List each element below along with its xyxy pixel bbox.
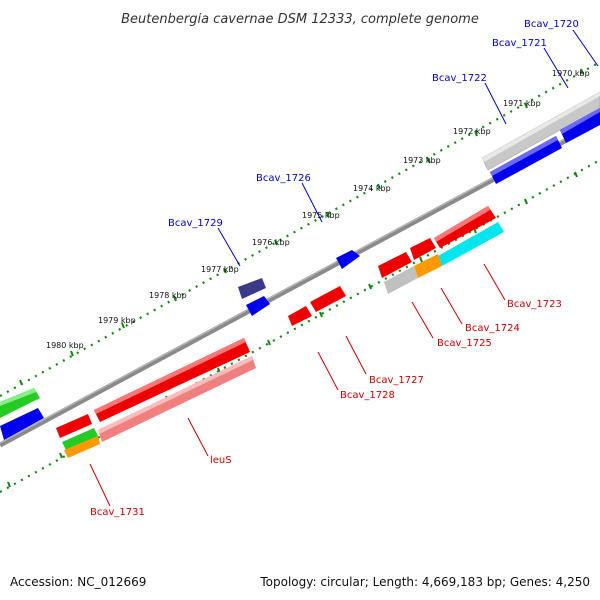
- gene-label[interactable]: Bcav_1721: [492, 38, 547, 49]
- gene-label[interactable]: Bcav_1720: [524, 19, 579, 30]
- reverse-features: [56, 206, 504, 458]
- gene-feature[interactable]: [336, 250, 360, 269]
- gene-feature[interactable]: [310, 286, 346, 312]
- gene-feature[interactable]: [0, 388, 40, 418]
- gene-feature-shine: [94, 338, 246, 414]
- gene-feature[interactable]: [490, 136, 562, 184]
- accession-text: Accession: NC_012669: [10, 575, 146, 589]
- gene-feature-shine: [434, 206, 490, 242]
- gene-feature-shine: [98, 356, 253, 434]
- gene-feature[interactable]: [410, 238, 436, 260]
- gene-label[interactable]: Bcav_1724: [465, 323, 520, 334]
- scale-label: 1977 kbp: [201, 265, 239, 274]
- gene-feature[interactable]: [94, 338, 250, 422]
- map-title: Beutenbergia cavernae DSM 12333, complet…: [121, 12, 479, 27]
- gene-feature-shine: [490, 136, 558, 176]
- gene-label[interactable]: Bcav_1722: [432, 73, 487, 84]
- gene-feature[interactable]: [434, 206, 496, 248]
- outer-scale-track: [0, 61, 600, 397]
- scale-label: 1974 kbp: [353, 184, 391, 193]
- scale-label: 1973 kbp: [403, 156, 441, 165]
- outer-major-ticks: [19, 68, 584, 386]
- gene-feature[interactable]: [438, 222, 504, 266]
- genome-summary-text: Topology: circular; Length: 4,669,183 bp…: [259, 575, 590, 589]
- gene-feature[interactable]: [56, 414, 92, 438]
- scale-label: 1978 kbp: [149, 291, 187, 300]
- gene-label[interactable]: leuS: [210, 455, 232, 466]
- gene-label[interactable]: Bcav_1726: [256, 173, 311, 184]
- gene-feature-shine: [560, 108, 600, 134]
- scale-label: 1979 kbp: [98, 316, 136, 325]
- gene-label[interactable]: Bcav_1728: [340, 390, 395, 401]
- gene-feature[interactable]: [64, 436, 100, 458]
- gene-feature[interactable]: [238, 278, 266, 299]
- gene-feature[interactable]: [288, 306, 312, 326]
- gene-label[interactable]: Bcav_1723: [507, 299, 562, 310]
- scale-label: 1970 kbp: [552, 69, 590, 78]
- gene-label[interactable]: Bcav_1731: [90, 507, 145, 518]
- scale-label: 1972 kbp: [453, 127, 491, 136]
- gene-feature[interactable]: [378, 252, 412, 278]
- gene-feature[interactable]: [62, 428, 98, 450]
- gene-feature[interactable]: [0, 408, 44, 440]
- reverse-leaders: [89, 263, 506, 507]
- scale-label: 1971 kbp: [503, 99, 541, 108]
- gene-feature[interactable]: [414, 254, 442, 278]
- gene-feature[interactable]: [246, 296, 270, 316]
- gene-label[interactable]: Bcav_1727: [369, 375, 424, 386]
- scale-label: 1980 kbp: [46, 341, 84, 350]
- forward-features: [0, 91, 600, 440]
- gene-label[interactable]: Bcav_1729: [168, 218, 223, 229]
- gene-feature[interactable]: [384, 266, 418, 294]
- scale-label: 1976 kbp: [252, 238, 290, 247]
- gene-label[interactable]: Bcav_1725: [437, 338, 492, 349]
- gene-feature-shine: [0, 388, 36, 406]
- gene-feature-shine: [482, 92, 600, 162]
- scale-labels: 1970 kbp 1971 kbp 1972 kbp 1973 kbp 1974…: [46, 69, 590, 350]
- scale-label: 1975 kbp: [302, 211, 340, 220]
- forward-leaders: [217, 29, 599, 267]
